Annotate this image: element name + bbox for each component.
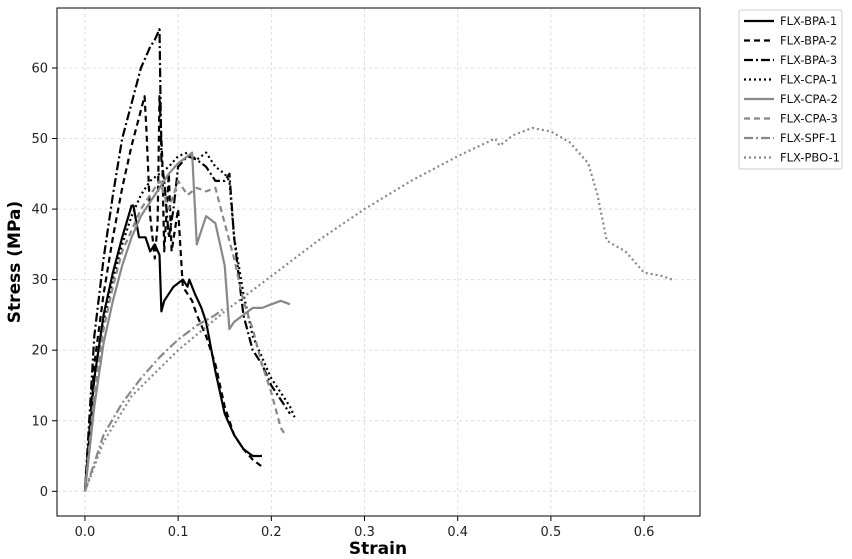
- x-tick-label: 0.4: [447, 525, 468, 540]
- plot-frame: [56, 7, 701, 517]
- legend-label: FLX-BPA-3: [780, 53, 837, 67]
- y-tick-label: 60: [31, 61, 48, 76]
- x-tick-label: 0.0: [75, 525, 96, 540]
- legend-label: FLX-BPA-2: [780, 34, 837, 48]
- legend-label: FLX-PBO-1: [780, 151, 840, 165]
- series-layer: [83, 28, 673, 492]
- x-axis-ticks: 0.0 0.1 0.2 0.3 0.4 0.5 0.6: [75, 516, 655, 540]
- series-line-flx-cpa-1: [83, 151, 296, 492]
- y-tick-label: 50: [31, 132, 48, 147]
- x-tick-label: 0.6: [634, 525, 655, 540]
- series-line-flx-bpa-1: [83, 204, 262, 492]
- legend-label: FLX-CPA-2: [780, 92, 838, 106]
- y-axis-ticks: 0 10 20 30 40 50 60: [31, 61, 57, 500]
- legend-label: FLX-BPA-1: [780, 14, 837, 28]
- x-tick-label: 0.5: [541, 525, 562, 540]
- legend-label: FLX-CPA-3: [780, 112, 838, 126]
- legend: FLX-BPA-1 FLX-BPA-2 FLX-BPA-3 FLX-CPA-1 FLX-…: [738, 9, 843, 170]
- series-line-flx-pbo-1: [83, 126, 673, 492]
- series-line-flx-bpa-3: [83, 28, 291, 492]
- series-line-flx-spf-1: [83, 307, 226, 492]
- x-tick-label: 0.1: [168, 525, 189, 540]
- legend-box: [738, 9, 843, 170]
- series-line-flx-cpa-3: [83, 179, 287, 492]
- series-line-flx-cpa-2: [83, 151, 291, 492]
- series-line-flx-bpa-2: [83, 95, 263, 492]
- grid-lines: [57, 8, 700, 516]
- y-tick-label: 20: [31, 344, 48, 359]
- legend-label: FLX-CPA-1: [780, 73, 838, 87]
- legend-items: FLX-BPA-1 FLX-BPA-2 FLX-BPA-3 FLX-CPA-1 FLX-…: [744, 14, 840, 165]
- x-tick-label: 0.3: [354, 525, 375, 540]
- y-tick-label: 0: [40, 485, 48, 500]
- y-tick-label: 10: [31, 414, 48, 429]
- x-tick-label: 0.2: [261, 525, 282, 540]
- y-axis-label: Stress (MPa): [5, 201, 25, 323]
- y-tick-label: 30: [31, 273, 48, 288]
- x-axis-label: Strain: [349, 539, 407, 559]
- y-tick-label: 40: [31, 203, 48, 218]
- legend-label: FLX-SPF-1: [780, 131, 837, 145]
